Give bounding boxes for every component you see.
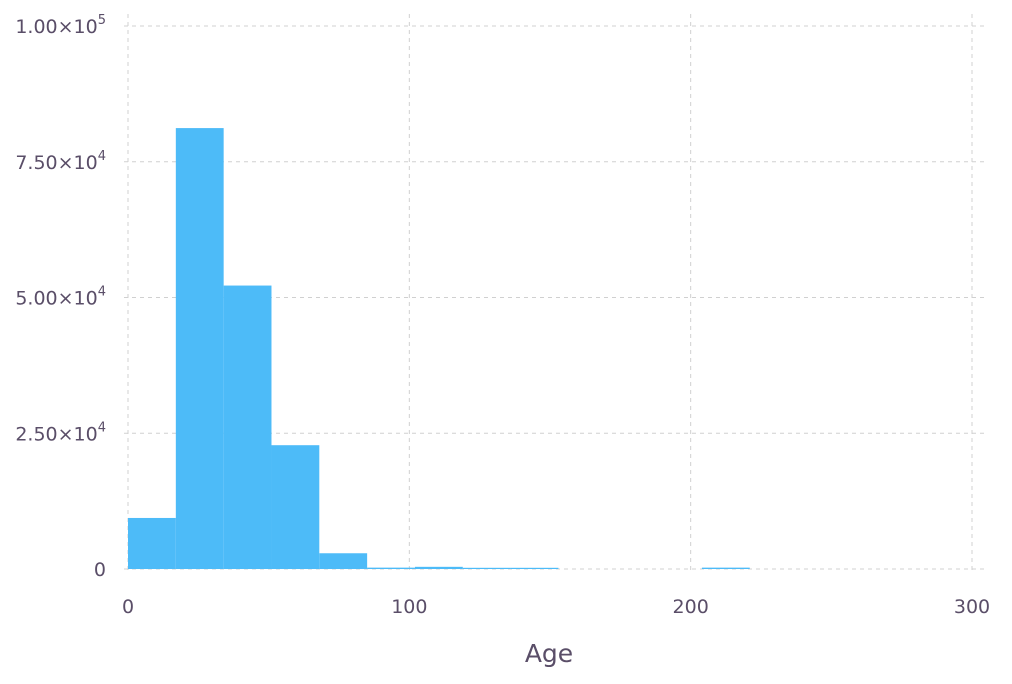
histogram-bar [128,517,176,569]
histogram-bar [414,566,463,569]
x-tick-label: 300 [954,596,990,618]
x-tick-label: 0 [122,596,134,618]
y-tick-label: 7.50×104 [15,149,106,174]
histogram-bar [462,567,511,569]
histogram-bar [701,567,750,569]
y-tick-label: 0 [94,559,106,581]
x-tick-label: 200 [673,596,709,618]
histogram-bar [271,445,320,569]
histogram-bar [223,285,272,569]
histogram-bar [175,128,224,570]
histogram-bar [319,553,368,569]
y-tick-exponent: 4 [98,285,106,300]
histogram-bar [367,567,415,569]
y-tick-exponent: 4 [98,149,106,164]
y-axis-ticks: 0 2.50×104 5.00×104 7.50×104 1.00×105 [15,13,106,581]
y-tick-label: 2.50×104 [15,420,106,445]
y-tick-exponent: 4 [98,420,106,435]
y-tick-exponent: 5 [98,13,106,28]
histogram-bars [128,128,750,570]
x-tick-label: 100 [391,596,427,618]
x-axis-ticks: 0 100 200 300 [122,596,990,618]
y-tick-label: 5.00×104 [15,285,106,310]
histogram-bar [510,567,559,569]
y-tick-label: 1.00×105 [15,13,106,38]
x-axis-title: Age [525,639,573,668]
